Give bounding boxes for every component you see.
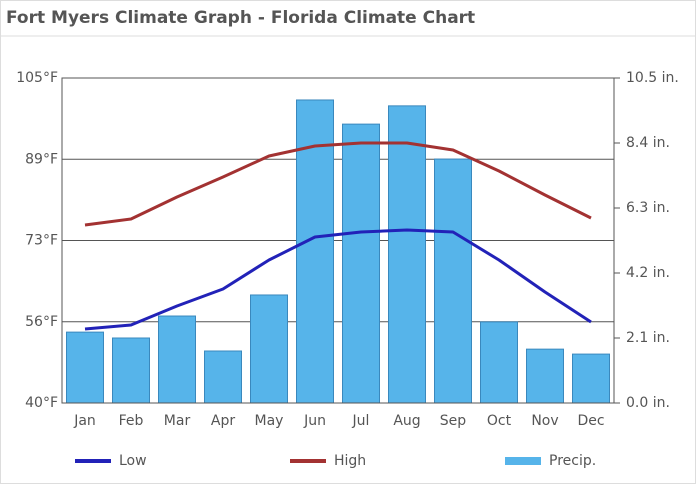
y2-tick-label: 6.3 in. [626,200,670,216]
x-tick-label: Sep [440,413,467,429]
bar [572,353,610,404]
legend-label: Precip. [549,453,596,469]
bar [112,337,150,404]
y-tick-label: 89°F [25,151,58,167]
x-tick-label: Feb [119,413,144,429]
x-tick-label: Jun [303,413,326,429]
plot-frame [61,77,615,404]
legend-swatch [505,457,541,465]
bar [250,294,288,404]
x-tick-label: Oct [487,413,512,429]
x-tick-label: Nov [531,413,558,429]
bar [434,158,472,404]
x-tick-label: Mar [164,413,191,429]
y2-tick-label: 10.5 in. [626,70,679,86]
line [84,141,592,227]
y2-tick-label: 2.1 in. [626,330,670,346]
x-tick-label: Aug [393,413,420,429]
bar [158,315,196,404]
x-tick-label: May [255,413,284,429]
x-tick-label: Dec [577,413,604,429]
y2-tick-label: 8.4 in. [626,135,670,151]
x-tick-label: Apr [211,413,235,429]
line [84,228,592,331]
y2-tick-label: 0.0 in. [626,395,670,411]
legend-label: Low [119,453,147,469]
y2-tick-label: 4.2 in. [626,265,670,281]
bar [204,350,242,404]
legend-label: High [334,453,366,469]
x-tick-label: Jan [73,413,96,429]
x-tick-label: Jul [352,413,370,429]
bar [66,331,104,404]
y-tick-label: 105°F [16,70,58,86]
bar [388,105,426,404]
y-tick-label: 40°F [25,395,58,411]
y-tick-label: 73°F [25,233,58,249]
bar [480,321,518,404]
chart-title: Fort Myers Climate Graph - Florida Clima… [6,8,475,28]
y-tick-label: 56°F [25,314,58,330]
bar [342,123,380,404]
bar [526,348,564,404]
